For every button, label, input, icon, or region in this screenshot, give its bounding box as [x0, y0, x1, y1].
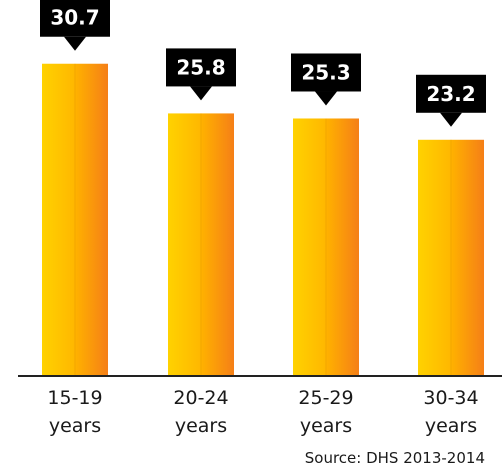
value-label-0: 30.7 [50, 6, 99, 30]
value-callouts: 30.7 25.8 25.3 23.2 [40, 0, 486, 127]
callout-box [166, 48, 236, 87]
callout-box [416, 74, 486, 113]
category-label-3-line-1: years [425, 415, 477, 437]
category-label-0-line-1: years [49, 415, 101, 437]
callout-pointer [190, 86, 212, 101]
value-callout-1: 25.8 [166, 48, 236, 101]
value-callout-2: 25.3 [291, 53, 361, 106]
category-label-1-line-1: years [175, 415, 227, 437]
value-label-3: 23.2 [426, 82, 475, 106]
category-label-2-line-1: years [300, 415, 352, 437]
callout-pointer [64, 36, 86, 51]
value-label-1: 25.8 [176, 55, 225, 79]
callout-box [291, 53, 361, 92]
callout-pointer [440, 112, 462, 127]
callout-pointer [315, 91, 337, 106]
source-note: Source: DHS 2013-2014 [305, 449, 485, 467]
category-label-2-line-0: 25-29 [298, 387, 353, 409]
callout-box [40, 0, 110, 37]
bars [42, 63, 484, 376]
category-labels: 15-19 years 20-24 years 25-29 years 30-34 years [47, 387, 478, 437]
category-label-1-line-0: 20-24 [173, 387, 228, 409]
value-callout-0: 30.7 [40, 0, 110, 51]
category-label-3-line-0: 30-34 [423, 387, 478, 409]
category-label-0-line-0: 15-19 [47, 387, 102, 409]
value-callout-3: 23.2 [416, 74, 486, 127]
value-label-2: 25.3 [301, 60, 350, 84]
